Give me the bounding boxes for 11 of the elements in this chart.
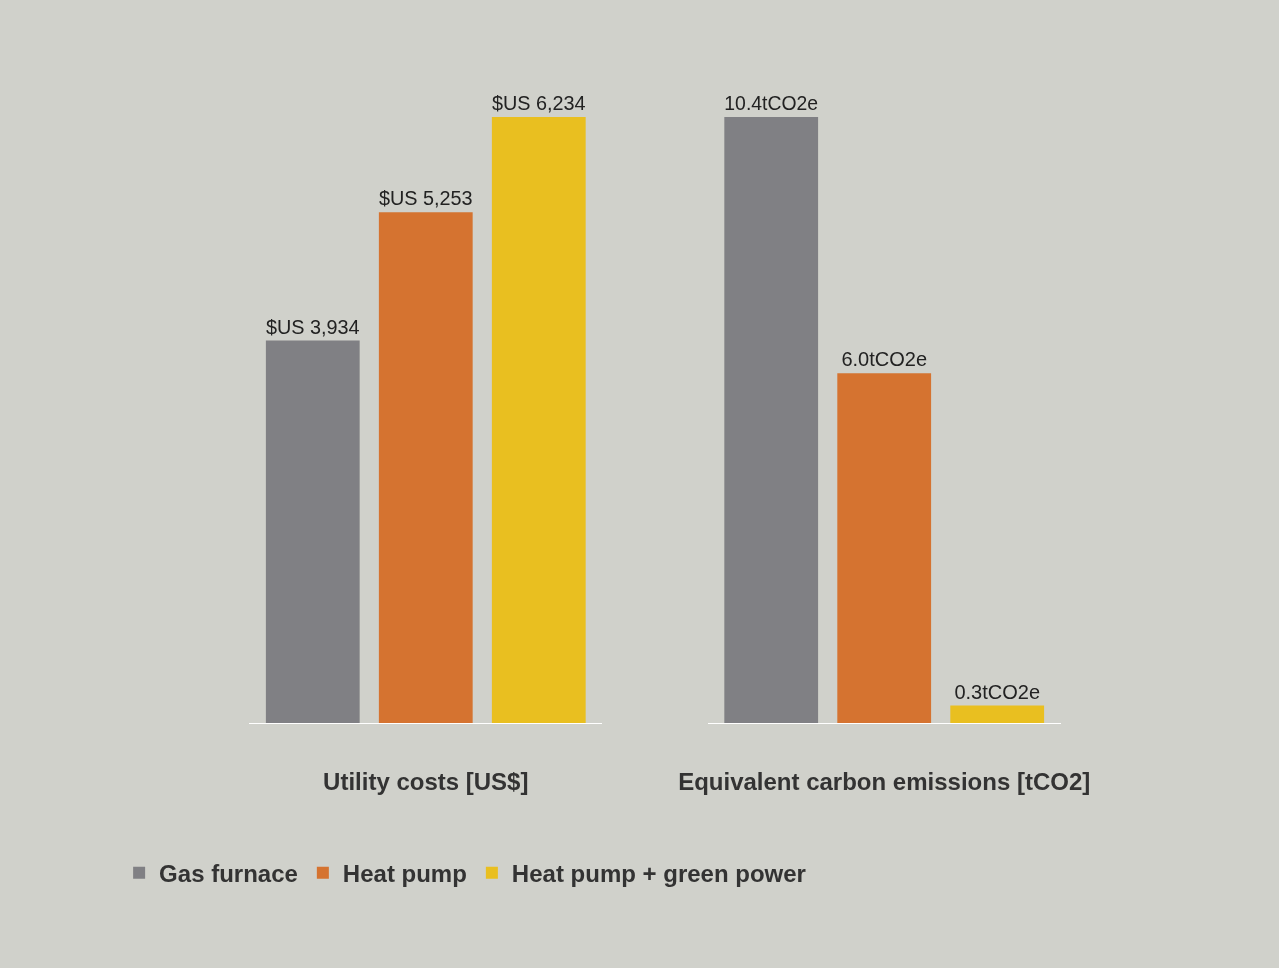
data-label: $US 6,234 (491, 91, 586, 114)
x-axis-title: Utility costs [US$] (323, 768, 529, 796)
data-label: 0.3tCO2e (954, 680, 1040, 703)
legend-label: Heat pump + green power (511, 860, 806, 888)
legend-label: Gas furnace (159, 860, 298, 888)
data-label: 10.4tCO2e (724, 92, 819, 115)
data-label: $US 3,934 (265, 315, 360, 338)
data-label: 6.0tCO2e (841, 348, 927, 371)
legend-label: Heat pump (342, 860, 467, 888)
data-label: $US 5,253 (378, 187, 473, 210)
x-axis-title: Equivalent carbon emissions [tCO2] (678, 768, 1091, 796)
